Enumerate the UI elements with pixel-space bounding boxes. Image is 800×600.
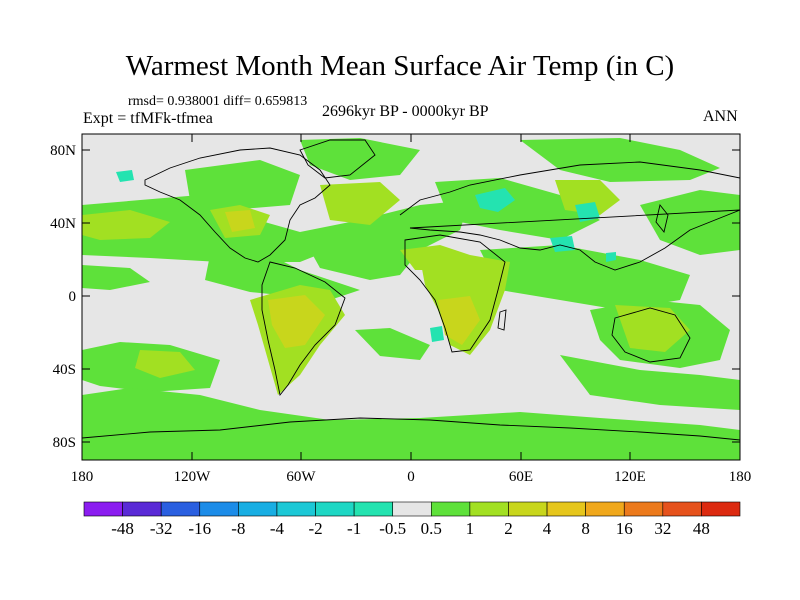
colorbar-label: -48: [111, 519, 134, 538]
statistics-text: rmsd= 0.938001 diff= 0.659813: [128, 94, 308, 109]
colorbar-label: 32: [654, 519, 671, 538]
colorbar-swatch: [701, 501, 741, 517]
colorbar-labels: -48 -32 -16 -8 -4 -2 -1 -0.5 0.5 1 2 4 8 16 32 48: [111, 519, 710, 538]
colorbar-label: 2: [504, 519, 513, 538]
longitude-labels: 180 120W 60W 0 60E 120E 180: [71, 469, 752, 485]
colorbar-label: -2: [308, 519, 322, 538]
temperature-field: [82, 134, 740, 460]
colorbar-label: 0.5: [421, 519, 442, 538]
lat-label: 40S: [53, 362, 76, 378]
season-label: ANN: [703, 108, 738, 125]
south-america-coast: [261, 261, 346, 397]
lon-label: 180: [729, 469, 752, 485]
map-title: Warmest Month Mean Surface Air Temp (in …: [125, 50, 675, 82]
colorbar-label: 48: [693, 519, 710, 538]
colorbar-label: 4: [543, 519, 552, 538]
lat-label: 80N: [50, 143, 76, 159]
cooling-regions: [116, 170, 616, 342]
warming-2-4-regions: [225, 210, 480, 348]
colorbar-swatch: [238, 501, 278, 517]
madagascar-coast: [497, 309, 507, 331]
colorbar-swatch: [199, 501, 239, 517]
colorbar-swatch: [508, 501, 548, 517]
lon-label: 120W: [174, 469, 212, 485]
colorbar-label: -0.5: [379, 519, 406, 538]
longitude-axis: [81, 134, 741, 460]
africa-coast: [404, 234, 506, 353]
colorbar-label: -32: [150, 519, 173, 538]
colorbar-swatch: [122, 501, 162, 517]
experiment-label: Expt = tfMFk-tfmea: [83, 110, 213, 127]
north-america-coast: [144, 147, 331, 263]
lat-label: 0: [69, 289, 77, 305]
colorbar-swatch: [430, 501, 471, 517]
lon-label: 60W: [286, 469, 316, 485]
colorbar-label: 8: [581, 519, 590, 538]
japan-coast: [655, 203, 669, 234]
lat-label: 40N: [50, 216, 76, 232]
lon-label: 60E: [509, 469, 533, 485]
colorbar-label: 16: [616, 519, 633, 538]
colorbar-swatch: [353, 501, 394, 517]
colorbar-swatch: [160, 501, 201, 517]
colorbar-label: -16: [188, 519, 211, 538]
colorbar-swatch: [585, 501, 625, 517]
colorbar-swatch: [662, 501, 702, 517]
warming-0.5-1-regions: [82, 138, 740, 460]
lon-label: 0: [407, 469, 415, 485]
coastlines: [82, 139, 740, 441]
colorbar-swatch: [276, 501, 316, 517]
colorbar-label: -1: [347, 519, 361, 538]
lat-label: 80S: [53, 435, 76, 451]
antarctica-coast: [82, 417, 740, 441]
australia-coast: [611, 307, 691, 363]
latitude-axis: [82, 149, 740, 443]
colorbar: [83, 501, 741, 517]
lon-label: 180: [71, 469, 94, 485]
colorbar-swatch: [469, 501, 509, 517]
colorbar-swatch: [315, 501, 355, 517]
lon-label: 120E: [614, 469, 646, 485]
time-period-label: 2696kyr BP - 0000kyr BP: [322, 103, 489, 120]
latitude-labels: 80N 40N 0 40S 80S: [50, 143, 76, 451]
europe-asia-coast: [399, 161, 740, 271]
colorbar-swatch: [623, 501, 664, 517]
greenland-coast: [299, 139, 376, 179]
colorbar-label: -8: [231, 519, 245, 538]
colorbar-swatch: [83, 501, 123, 517]
colorbar-label: 1: [466, 519, 475, 538]
colorbar-label: -4: [270, 519, 285, 538]
colorbar-swatch: [546, 501, 586, 517]
colorbar-swatch: [392, 501, 432, 517]
